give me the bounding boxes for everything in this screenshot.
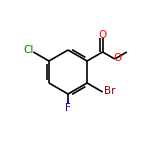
Text: F: F — [65, 103, 71, 113]
Text: O: O — [98, 29, 107, 40]
Text: Br: Br — [104, 86, 115, 96]
Text: Cl: Cl — [23, 45, 34, 55]
Text: O: O — [114, 53, 122, 63]
